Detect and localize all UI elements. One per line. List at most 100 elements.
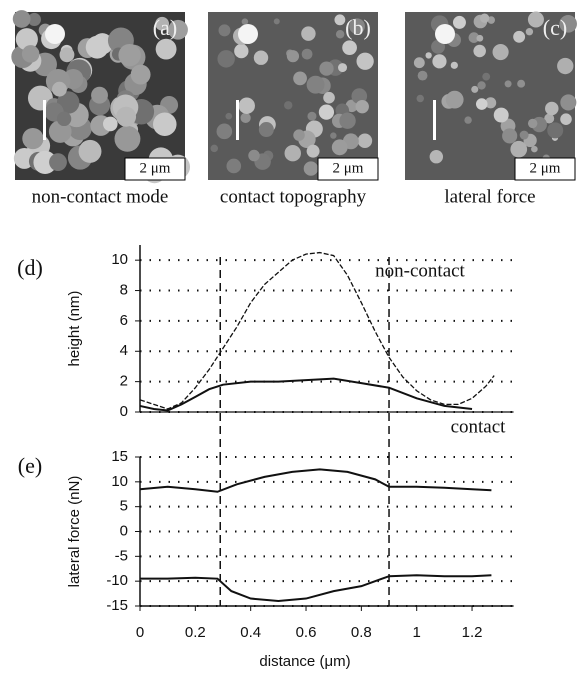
grain <box>12 10 31 28</box>
grain <box>307 111 317 121</box>
grain <box>492 43 509 61</box>
grain <box>216 123 233 140</box>
y-tick-label: -5 <box>115 547 128 564</box>
grain <box>286 50 300 63</box>
scale-label: 2 μm <box>530 160 561 176</box>
line <box>139 377 473 412</box>
x-tick-label: 1 <box>413 624 421 641</box>
grain <box>258 122 274 138</box>
grain <box>118 43 141 67</box>
grain <box>15 28 38 51</box>
grain <box>114 125 141 152</box>
grain <box>21 45 40 63</box>
line <box>139 251 495 410</box>
y-tick-label: 2 <box>120 373 128 390</box>
grain <box>253 50 269 65</box>
grain <box>513 30 526 43</box>
grain <box>284 144 301 162</box>
grain <box>531 145 538 153</box>
scale-box <box>124 157 186 181</box>
y-tick-label: 10 <box>111 473 128 490</box>
grain <box>357 133 373 149</box>
grain <box>306 144 320 158</box>
grain <box>284 101 293 110</box>
grain <box>335 30 345 39</box>
marker-bar <box>236 100 239 140</box>
grain <box>557 57 574 75</box>
grain <box>319 61 334 76</box>
grain <box>351 88 368 104</box>
grain <box>477 81 486 90</box>
grain <box>429 150 444 164</box>
caption: contact topography <box>220 186 367 207</box>
grain <box>306 75 325 94</box>
grain <box>510 140 528 158</box>
grain <box>485 97 497 109</box>
x-tick-label: 0 <box>136 624 144 641</box>
grain <box>210 144 219 153</box>
scale-label: 2 μm <box>140 160 171 176</box>
scale-box <box>317 157 379 181</box>
grain <box>417 70 428 81</box>
x-tick-label: 0.8 <box>351 624 372 641</box>
x-tick-label: 0.2 <box>185 624 206 641</box>
x-tick-label: 0.6 <box>296 624 317 641</box>
grain <box>22 127 44 150</box>
grain <box>476 34 484 42</box>
grain <box>445 90 464 109</box>
grain <box>91 86 108 104</box>
grain <box>504 80 512 88</box>
line <box>139 468 492 493</box>
grain <box>234 43 249 59</box>
grain <box>432 54 447 69</box>
grain <box>301 26 316 41</box>
grain <box>560 94 577 111</box>
grain <box>153 112 177 136</box>
grain <box>116 106 137 127</box>
grain <box>49 153 67 172</box>
panel-label: (e) <box>18 453 42 478</box>
line <box>140 574 492 603</box>
scale-box <box>514 157 576 181</box>
grain <box>303 161 319 176</box>
grain <box>78 139 102 163</box>
grain <box>225 112 233 120</box>
grain <box>334 14 346 26</box>
panel-label: (b) <box>345 15 371 40</box>
grain <box>519 130 529 140</box>
grain <box>293 129 305 141</box>
grain <box>293 71 307 86</box>
y-tick-label: 8 <box>120 282 128 299</box>
grain <box>218 24 231 37</box>
y-axis-label: lateral force (nN) <box>66 476 83 588</box>
grain <box>425 52 432 59</box>
grain <box>517 79 526 88</box>
grain <box>52 81 67 97</box>
grain <box>339 112 356 129</box>
grain <box>48 120 72 143</box>
grain <box>130 64 151 85</box>
x-tick-label: 1.2 <box>462 624 483 641</box>
grain <box>471 85 479 93</box>
grain <box>331 139 348 156</box>
grain <box>33 150 57 175</box>
grain <box>452 15 466 29</box>
grain <box>238 97 255 114</box>
grain <box>473 44 486 58</box>
grain <box>525 28 534 36</box>
y-tick-label: -15 <box>106 597 128 614</box>
y-tick-label: 5 <box>120 498 128 515</box>
grain <box>323 91 335 104</box>
grain <box>85 35 109 59</box>
panel-label: (c) <box>543 15 567 40</box>
y-tick-label: 6 <box>120 312 128 329</box>
grain <box>493 107 509 123</box>
grain <box>338 63 348 73</box>
grain <box>318 104 335 120</box>
grain <box>59 47 75 63</box>
grain <box>56 111 72 127</box>
grain <box>45 24 65 44</box>
grain <box>168 19 188 40</box>
grain <box>468 32 480 43</box>
grain <box>544 113 555 124</box>
